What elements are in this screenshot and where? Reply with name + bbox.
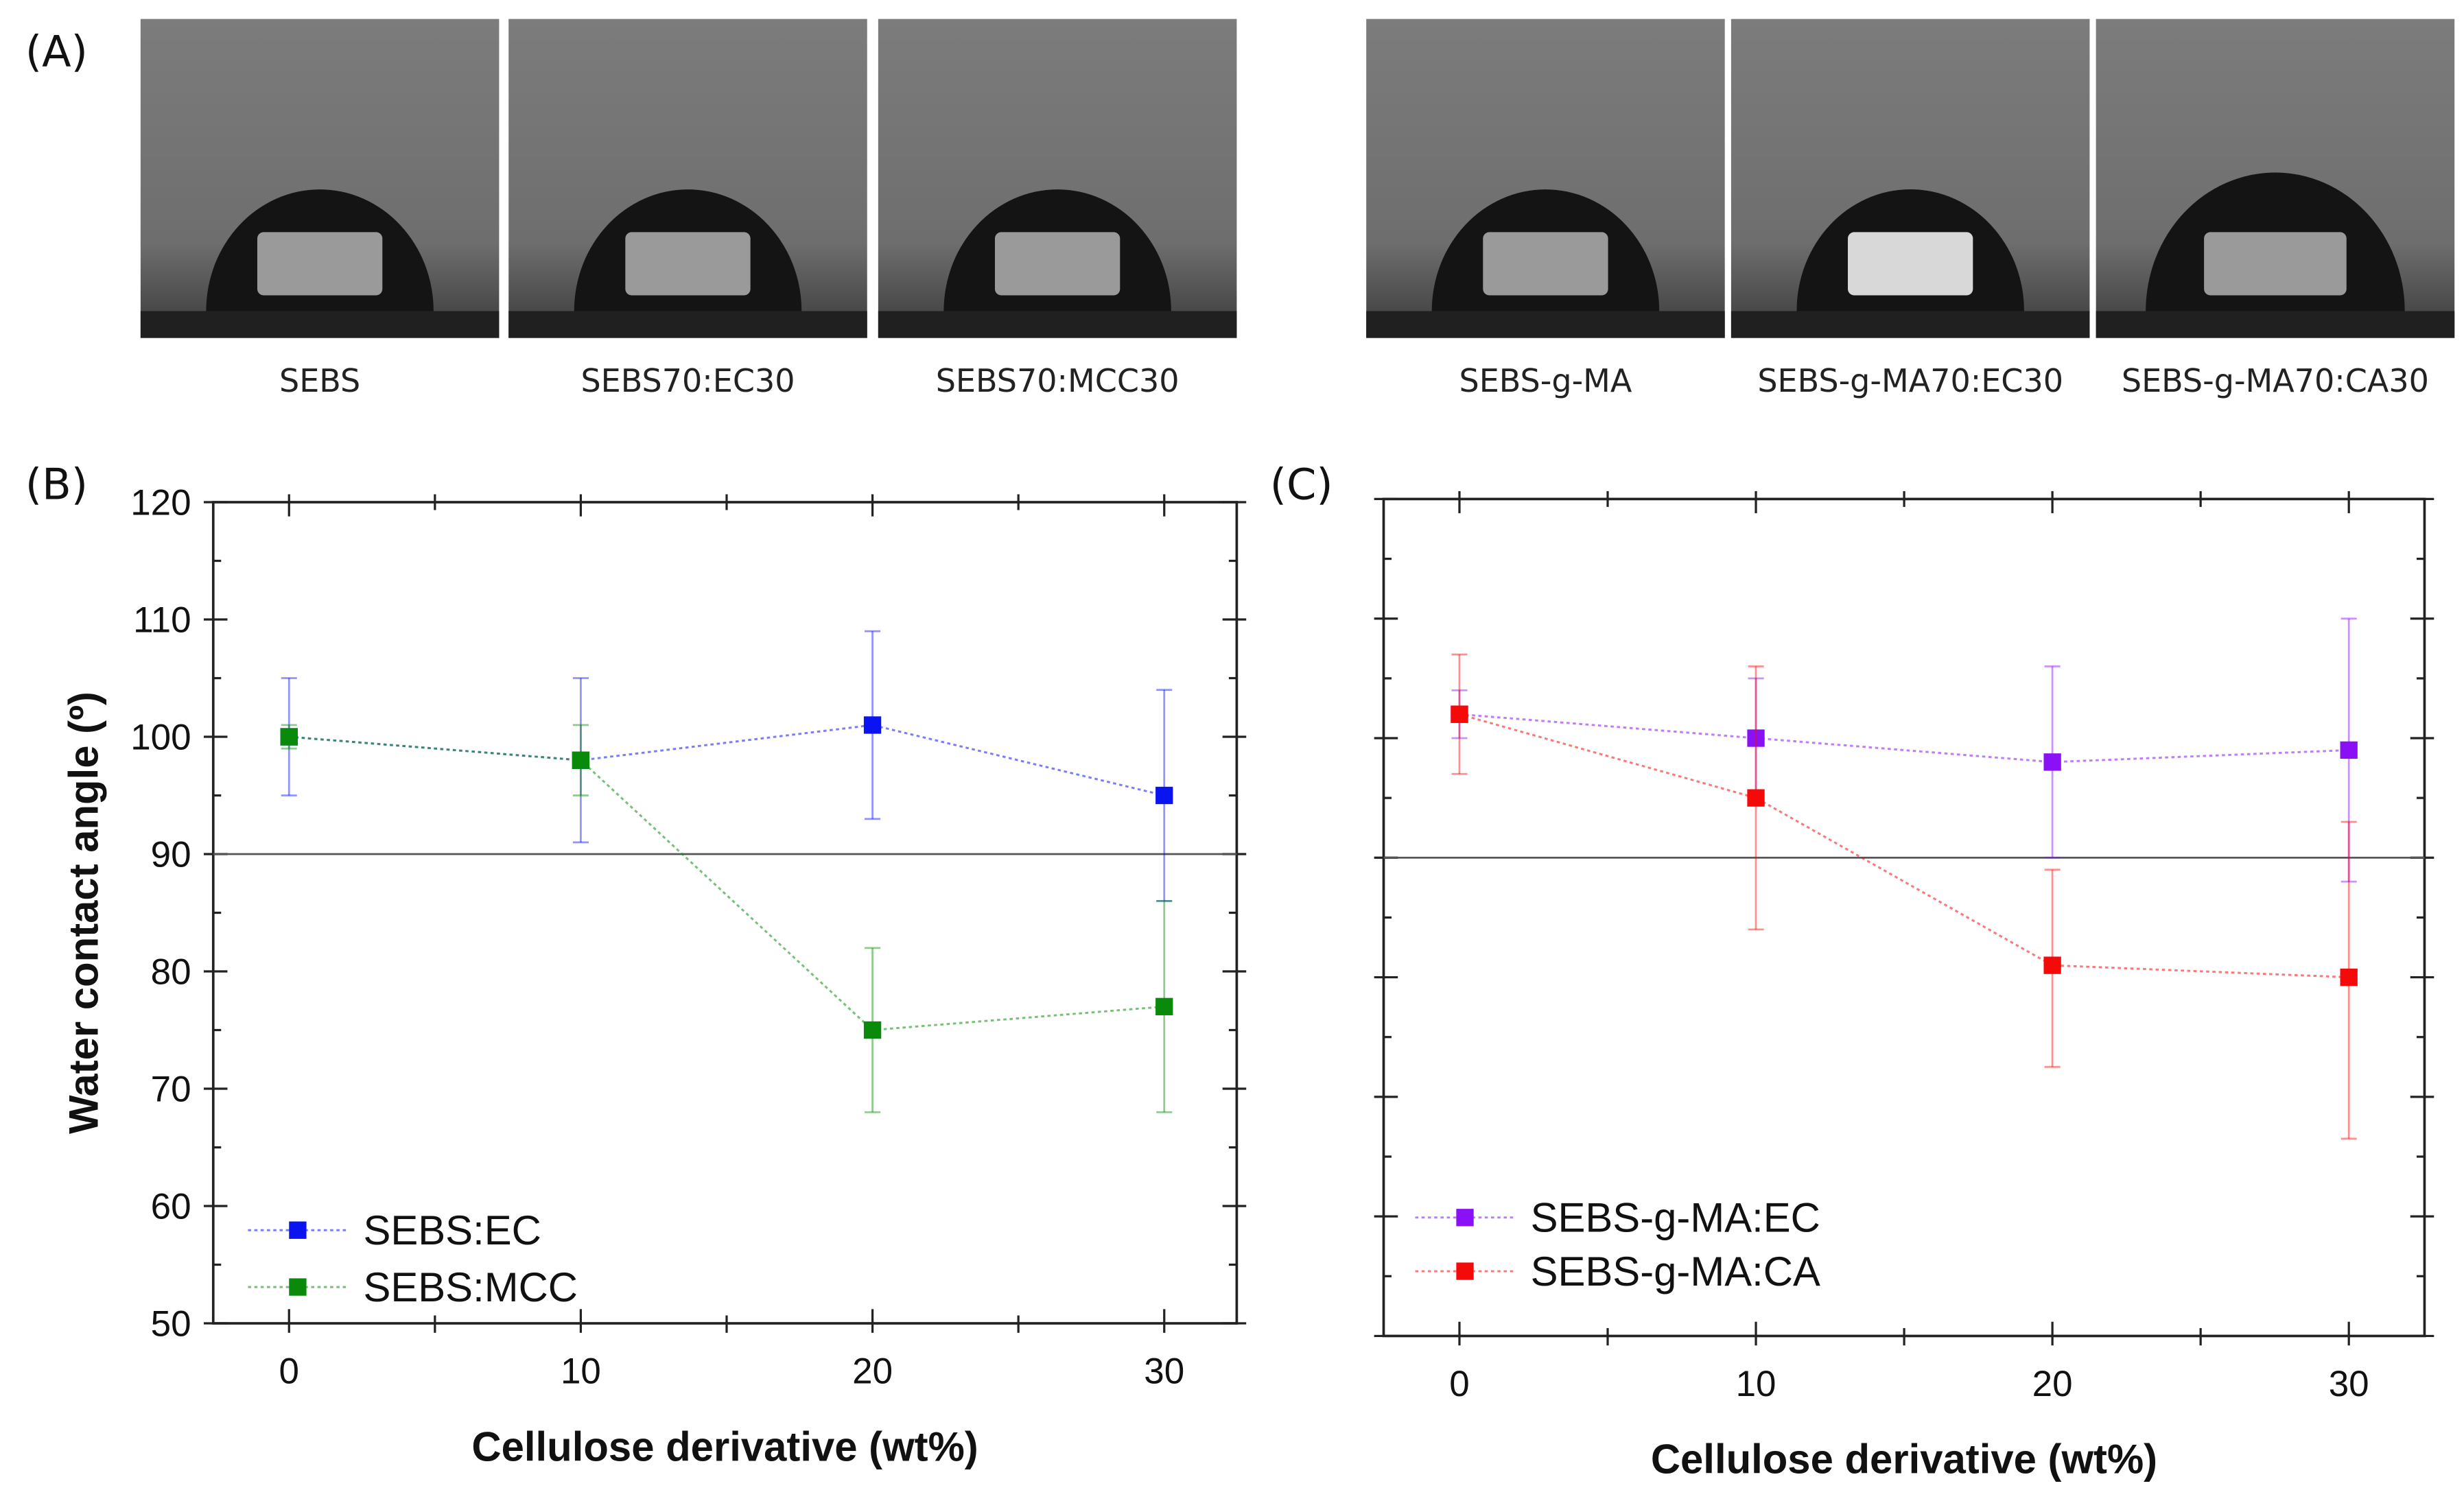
- photo-caption: SEBS70:MCC30: [936, 362, 1180, 399]
- x-axis-title: Cellulose derivative (wt%): [471, 1423, 978, 1469]
- droplet-reflection: [994, 232, 1120, 296]
- legend-label: SEBS:MCC: [363, 1264, 578, 1310]
- droplet-reflection: [1483, 232, 1608, 296]
- data-point: [2340, 968, 2358, 986]
- photo-caption: SEBS: [279, 362, 360, 399]
- series-sebs-g-ma-ca: SEBS-g-MA:CA: [1415, 653, 2358, 1295]
- data-point: [572, 751, 590, 769]
- substrate: [1730, 311, 2090, 338]
- droplet-reflection: [257, 232, 383, 296]
- legend-marker: [1456, 1262, 1474, 1280]
- data-point: [1451, 705, 1468, 723]
- data-point: [1747, 789, 1765, 807]
- y-tick-label: 90: [151, 834, 191, 875]
- photo-caption: SEBS-g-MA70:EC30: [1757, 362, 2063, 399]
- droplet-photo: SEBS: [140, 19, 500, 399]
- data-point: [1155, 997, 1173, 1015]
- x-tick-label: 0: [279, 1351, 299, 1391]
- series-sebs-g-ma-ec: SEBS-g-MA:EC: [1415, 617, 2358, 1241]
- legend-label: SEBS:EC: [363, 1207, 541, 1253]
- data-point: [2043, 753, 2061, 771]
- legend-label: SEBS-g-MA:CA: [1531, 1249, 1820, 1295]
- panel-label-c: (C): [1270, 459, 1333, 509]
- series-line: [289, 724, 1165, 796]
- droplet-photo: SEBS-g-MA: [1366, 19, 1725, 399]
- droplet-photo: SEBS70:EC30: [508, 19, 867, 399]
- droplet-photo: SEBS70:MCC30: [878, 19, 1237, 399]
- series-line: [1459, 713, 2349, 979]
- x-axis-title: Cellulose derivative (wt%): [1651, 1437, 2157, 1482]
- droplet-photo: SEBS-g-MA70:EC30: [1730, 19, 2090, 399]
- series-line: [289, 735, 1164, 1032]
- x-tick-label: 20: [852, 1351, 893, 1391]
- droplet-reflection: [625, 232, 751, 296]
- y-tick-label: 100: [130, 717, 191, 757]
- legend-marker: [1456, 1209, 1474, 1227]
- y-axis-title: Water contact angle (º): [61, 692, 107, 1134]
- data-point: [863, 716, 882, 734]
- y-tick-label: 120: [130, 482, 191, 523]
- panel-label-b: (B): [25, 459, 88, 509]
- data-point: [280, 728, 298, 746]
- data-point: [2043, 956, 2061, 974]
- data-point: [1155, 786, 1173, 805]
- droplet-reflection: [1848, 232, 1973, 296]
- photo-caption: SEBS70:EC30: [580, 362, 795, 399]
- substrate: [878, 311, 1237, 338]
- y-tick-label: 80: [151, 952, 191, 992]
- series-sebs-ec: SEBS:EC: [248, 630, 1173, 1253]
- contact-angle-photos: SEBS SEBS70:EC30 SEBS70:MCC30 SEBS-g-MA SEBS…: [140, 19, 2455, 399]
- x-tick-label: 10: [561, 1351, 601, 1391]
- panel-label-a: (A): [25, 27, 88, 77]
- droplet-reflection: [2204, 232, 2347, 296]
- data-point: [2340, 741, 2358, 759]
- x-tick-label: 30: [1144, 1351, 1184, 1391]
- droplet-photo: SEBS-g-MA70:CA30: [2096, 19, 2455, 399]
- substrate: [1366, 311, 1725, 338]
- legend-marker: [289, 1221, 307, 1239]
- x-tick-label: 20: [2032, 1364, 2073, 1404]
- x-tick-label: 30: [2329, 1364, 2369, 1404]
- y-tick-label: 60: [151, 1186, 191, 1227]
- substrate: [2096, 311, 2455, 338]
- y-tick-label: 70: [151, 1069, 191, 1109]
- y-tick-label: 110: [133, 600, 191, 640]
- y-tick-label: 50: [151, 1303, 191, 1344]
- data-point: [1747, 729, 1765, 747]
- series-line: [1459, 713, 2349, 764]
- photo-caption: SEBS-g-MA70:CA30: [2122, 362, 2429, 399]
- legend-label: SEBS-g-MA:EC: [1531, 1195, 1820, 1241]
- substrate: [508, 311, 867, 338]
- x-tick-label: 0: [1449, 1364, 1469, 1404]
- plot-frame: [211, 501, 1239, 1325]
- series-sebs-mcc: SEBS:MCC: [248, 724, 1173, 1310]
- legend-marker: [289, 1278, 307, 1296]
- chart-c: 0 10 20 30 Cellulose derivative (wt%) SEBS-g-…: [1374, 491, 2434, 1482]
- substrate: [140, 311, 500, 338]
- data-point: [863, 1021, 882, 1039]
- x-tick-label: 10: [1736, 1364, 1776, 1404]
- chart-b: 50 60 70 80 90 100 110 120 0 10 20 30 Cellulose deri…: [61, 482, 1247, 1469]
- photo-caption: SEBS-g-MA: [1459, 362, 1632, 399]
